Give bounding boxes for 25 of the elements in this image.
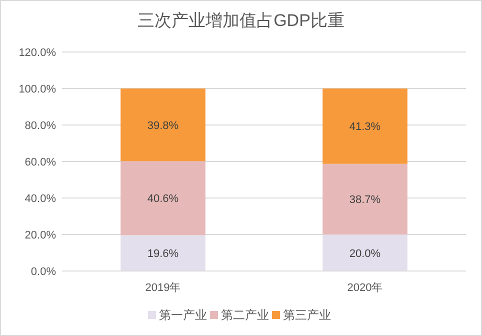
bar xyxy=(120,235,206,271)
legend-label: 第一产业 xyxy=(159,308,207,322)
y-tick-label: 20.0% xyxy=(24,230,56,242)
data-label: 38.7% xyxy=(349,194,381,206)
bar xyxy=(322,164,408,234)
data-label: 41.3% xyxy=(349,121,381,134)
bar xyxy=(120,161,206,236)
chart-title: 三次产业增加值占GDP比重 xyxy=(138,11,344,30)
y-tick-label: 0.0% xyxy=(30,266,56,278)
bar xyxy=(322,88,408,164)
legend-label: 第三产业 xyxy=(283,308,331,322)
y-tick-label: 60.0% xyxy=(24,156,56,168)
bar xyxy=(322,234,408,271)
y-tick-label: 100.0% xyxy=(18,84,56,96)
x-tick-label: 2019年 xyxy=(145,282,181,294)
data-label: 39.8% xyxy=(147,120,179,132)
x-tick-label: 2020年 xyxy=(347,282,383,294)
legend-label: 第二产业 xyxy=(221,308,269,322)
data-label: 40.6% xyxy=(147,193,179,206)
bar xyxy=(120,88,206,162)
y-tick-label: 80.0% xyxy=(24,120,56,132)
y-tick-label: 40.0% xyxy=(24,193,56,205)
y-tick-label: 120.0% xyxy=(18,47,56,59)
data-label: 19.6% xyxy=(147,248,179,260)
data-label: 20.0% xyxy=(349,248,381,260)
